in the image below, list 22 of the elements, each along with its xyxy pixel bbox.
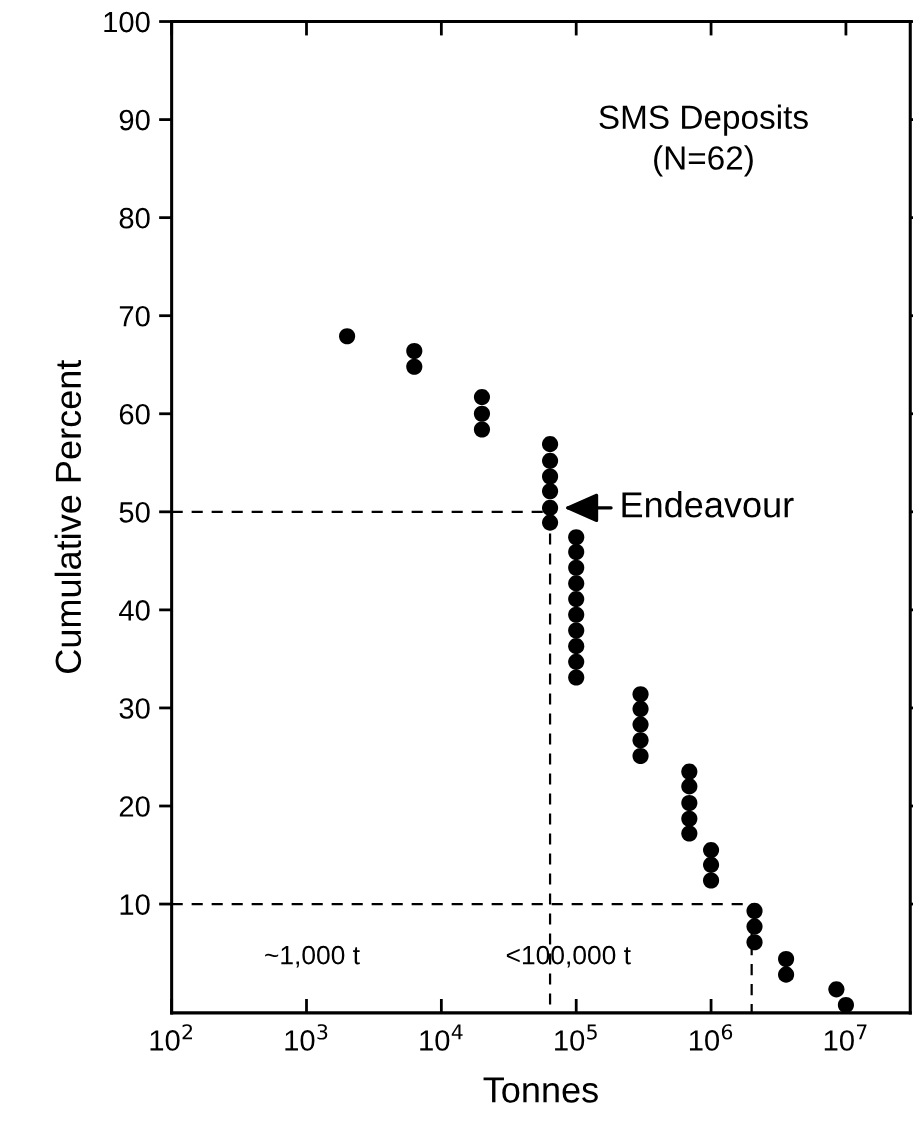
y-tick-label: 70 <box>119 305 150 327</box>
y-tick-label: 50 <box>119 502 150 523</box>
annotation: <100,000 t <box>506 945 631 968</box>
y-axis-title: Cumulative Percent <box>54 359 82 673</box>
x-tick-label: 10$^{6}$ <box>689 1024 733 1051</box>
y-tick-label: 20 <box>119 796 150 817</box>
x-tick-label: 10$^{7}$ <box>824 1024 867 1051</box>
text: SMS Deposits (N=62) <box>599 104 808 177</box>
annotation: ~1,000 t <box>265 945 360 968</box>
y-tick-label: 10 <box>120 894 150 915</box>
y-tick-label: 30 <box>119 698 150 719</box>
x-tick-label: 10$^{2}$ <box>150 1024 192 1051</box>
y-tick-label: 60 <box>119 403 150 425</box>
y-tick-label: 80 <box>119 207 150 229</box>
y-tick-label: 100 <box>104 11 150 33</box>
x-tick-label: 10$^{4}$ <box>420 1024 463 1051</box>
x-axis-title: Tonnes <box>483 1077 598 1103</box>
x-tick-label: 10$^{5}$ <box>555 1024 597 1051</box>
y-tick-label: 90 <box>119 109 150 131</box>
x-tick-label: 10$^{3}$ <box>285 1024 328 1051</box>
y-tick-label: 40 <box>119 600 150 621</box>
annotation: Endeavour <box>622 491 794 518</box>
